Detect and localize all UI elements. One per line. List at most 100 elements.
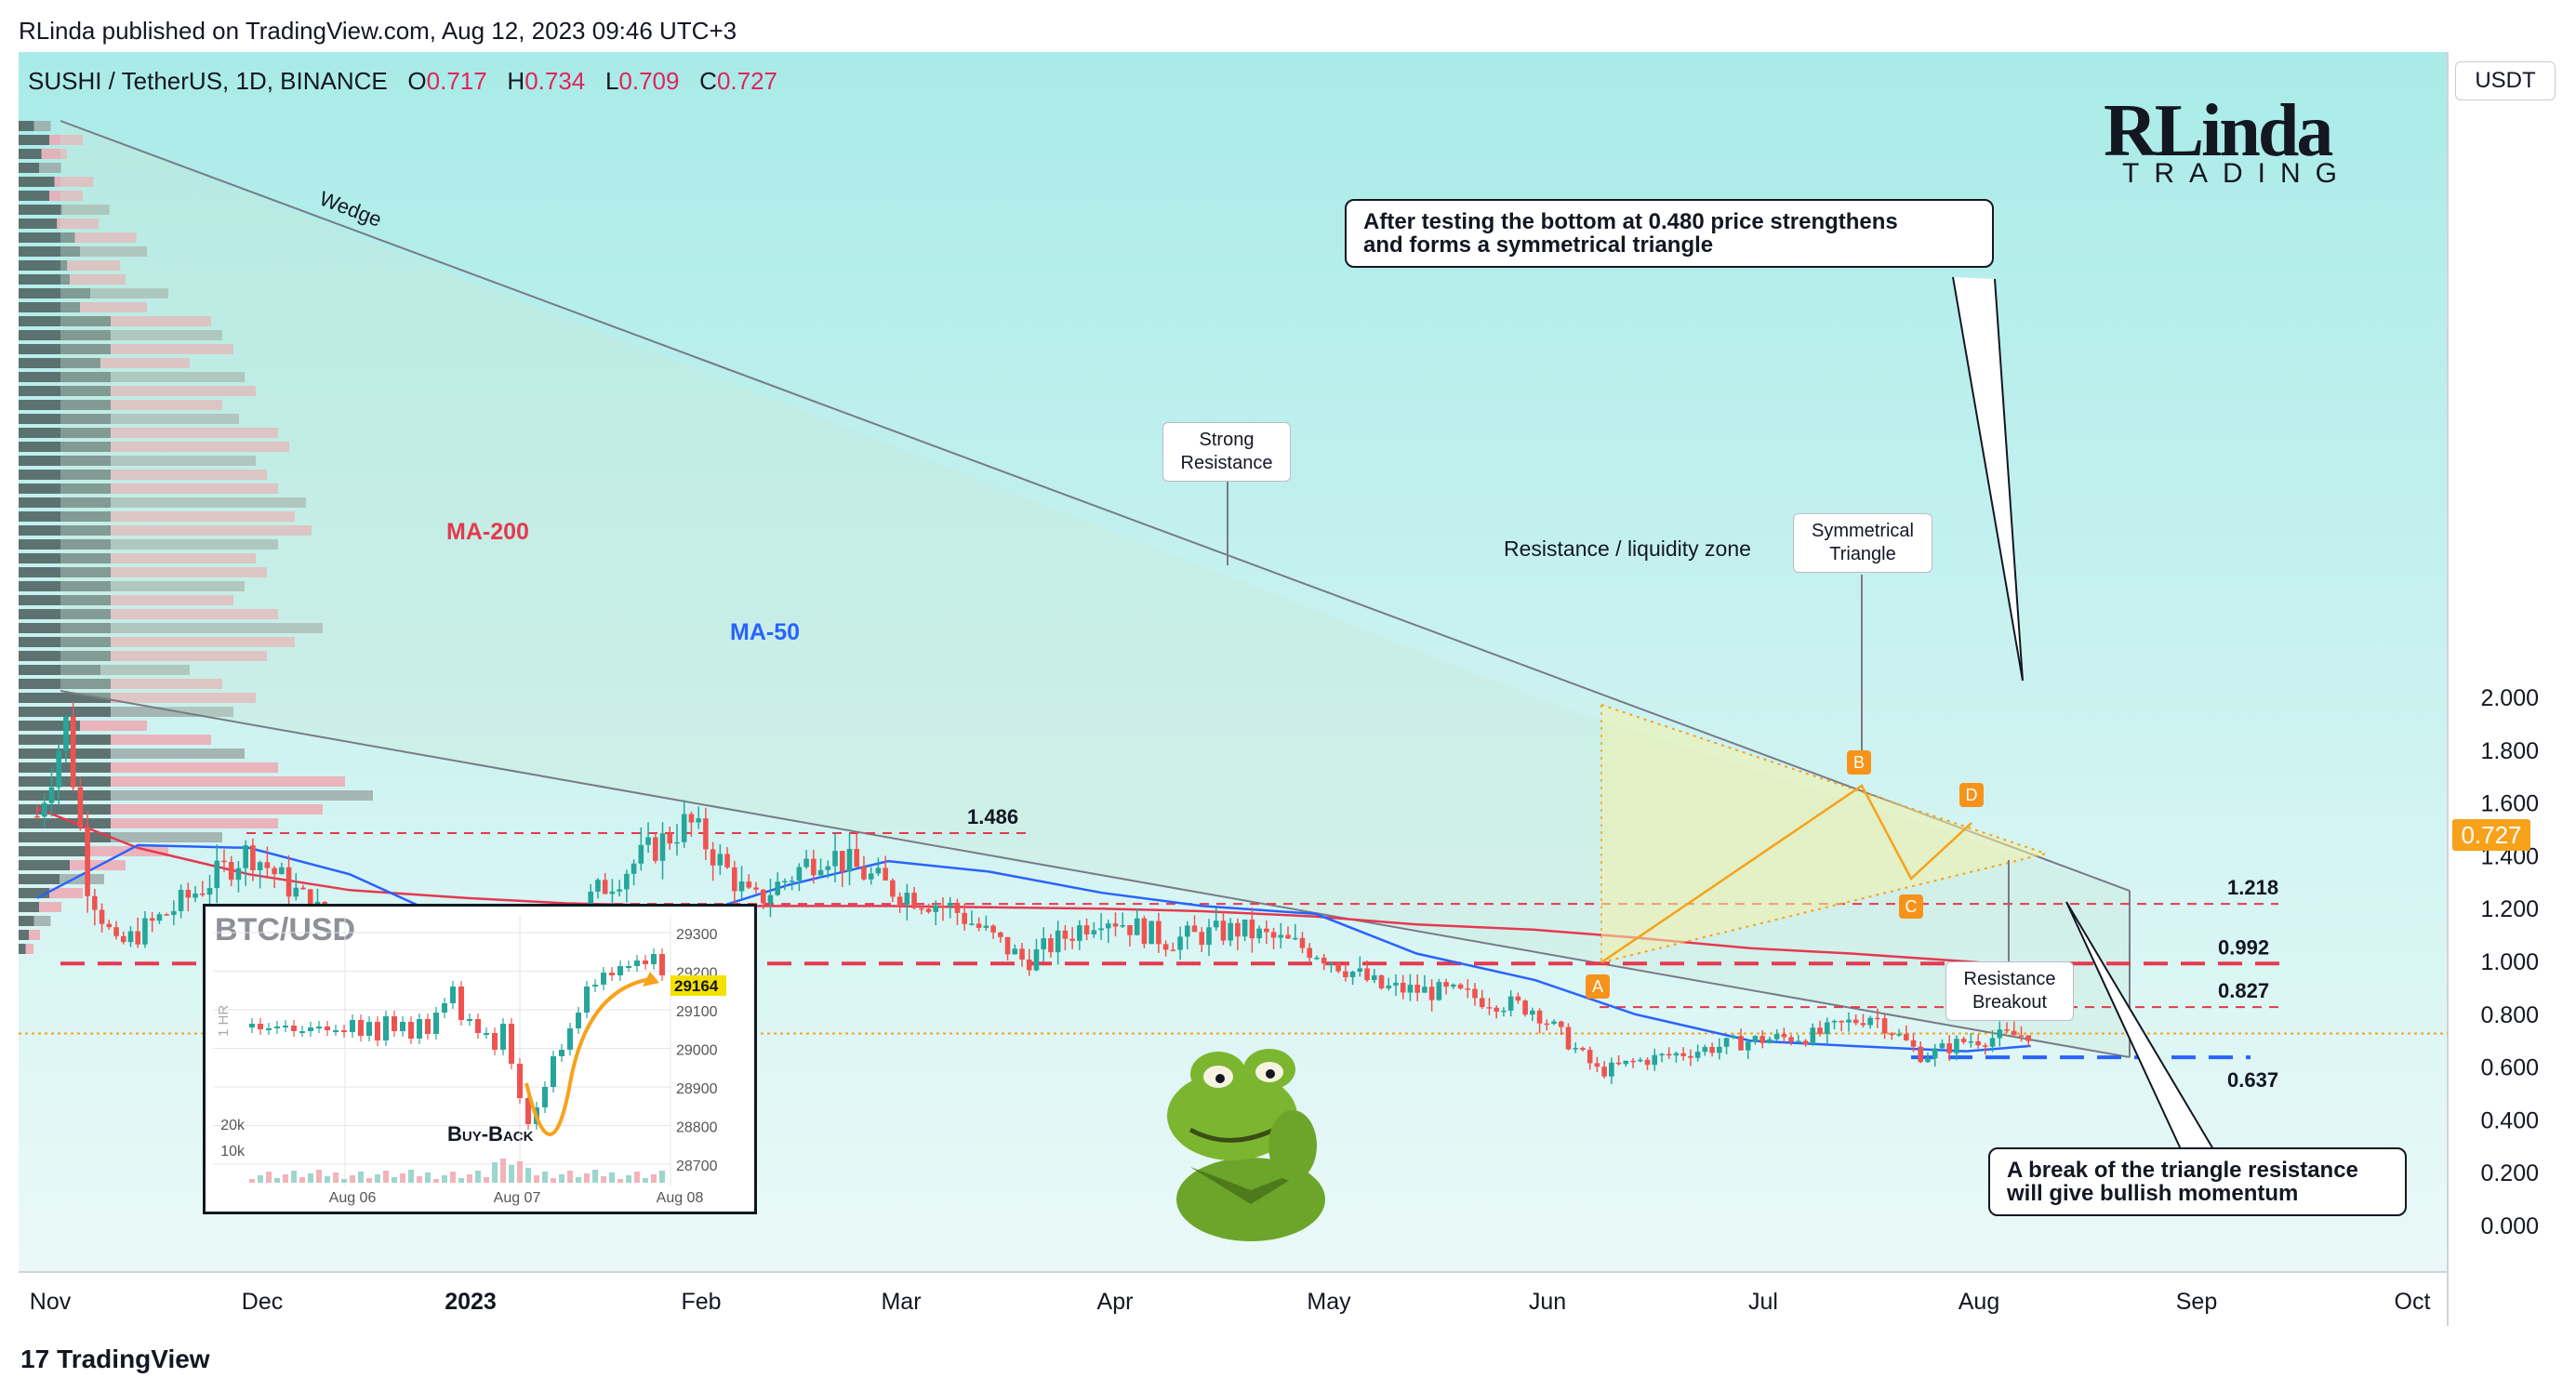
candle-body bbox=[911, 893, 917, 908]
volume-profile-bar bbox=[19, 651, 111, 661]
btc-candle-body bbox=[249, 1024, 255, 1027]
candle-body bbox=[1062, 930, 1069, 939]
volume-profile-bar bbox=[19, 191, 49, 201]
btc-y-tick: 28900 bbox=[676, 1081, 718, 1097]
volume-profile-bar bbox=[33, 121, 51, 131]
btc-buyback-arrow bbox=[524, 977, 651, 1136]
candle-body bbox=[1975, 1040, 1981, 1046]
btc-inset-title: BTC/USD bbox=[215, 912, 356, 947]
candle-body bbox=[171, 910, 177, 916]
candle-body bbox=[811, 858, 817, 876]
volume-profile-bar bbox=[111, 748, 245, 759]
x-tick-label: May bbox=[1307, 1289, 1351, 1315]
btc-volume-bar bbox=[266, 1172, 272, 1183]
candle-body bbox=[1479, 998, 1485, 1008]
btc-volume-bar bbox=[283, 1174, 288, 1183]
candle-body bbox=[645, 837, 651, 845]
candle-body bbox=[696, 818, 701, 823]
volume-profile-bar bbox=[111, 651, 267, 661]
volume-profile-bar bbox=[49, 135, 83, 145]
btc-volume-bar bbox=[249, 1179, 255, 1183]
volume-profile-bar bbox=[57, 219, 100, 229]
candle-body bbox=[846, 848, 853, 872]
btc-volume-bar bbox=[400, 1173, 405, 1183]
candle-body bbox=[1723, 1038, 1730, 1047]
btc-y-tick: 29100 bbox=[676, 1004, 718, 1020]
candle-body bbox=[135, 931, 141, 945]
triangle-fill bbox=[1601, 705, 2046, 962]
volume-profile-bar bbox=[111, 442, 289, 452]
btc-volume-bar bbox=[567, 1171, 573, 1183]
volume-profile-bar bbox=[19, 358, 100, 368]
moving-averages: MA-200 MA-50 bbox=[36, 519, 2067, 1053]
buyback-label: Buy-Back bbox=[447, 1122, 534, 1146]
btc-candle-body bbox=[425, 1019, 431, 1034]
candle-body bbox=[63, 716, 69, 751]
candle-body bbox=[969, 923, 975, 925]
volume-profile-bar bbox=[111, 693, 256, 703]
volume-profile-bar bbox=[19, 902, 39, 912]
ma50-label: MA-50 bbox=[730, 619, 800, 645]
candle-body bbox=[1501, 1010, 1507, 1013]
volume-profile-bar bbox=[19, 442, 111, 452]
volume-profile-bar bbox=[111, 581, 245, 591]
btc-candle-body bbox=[551, 1056, 556, 1087]
candle-body bbox=[1688, 1055, 1693, 1058]
candle-body bbox=[789, 881, 795, 882]
volume-profile-bar bbox=[111, 609, 278, 619]
candle-body bbox=[56, 750, 61, 788]
tradingview-logo[interactable]: 17 TradingView bbox=[20, 1345, 210, 1374]
candle-body bbox=[1731, 1036, 1737, 1039]
candle-body bbox=[602, 880, 608, 894]
candle-body bbox=[164, 914, 169, 916]
candle-body bbox=[775, 881, 780, 895]
candle-body bbox=[1162, 944, 1169, 950]
btc-volume-bar bbox=[643, 1178, 648, 1183]
volume-profile-bar bbox=[19, 219, 58, 229]
candle-body bbox=[1831, 1020, 1838, 1023]
candle-body bbox=[1386, 985, 1392, 988]
candle-body bbox=[1019, 948, 1025, 960]
callout-bottom: A break of the triangle resistance will … bbox=[1988, 1147, 2407, 1216]
candle-body bbox=[638, 844, 644, 864]
candle-body bbox=[1436, 982, 1442, 1000]
candle-body bbox=[1824, 1022, 1830, 1034]
candle-body bbox=[221, 860, 227, 863]
candle-body bbox=[933, 905, 939, 912]
candle-body bbox=[106, 923, 113, 928]
volume-profile-bar bbox=[19, 344, 111, 354]
y-tick-label: 1.200 bbox=[2480, 896, 2539, 922]
x-tick-label: Nov bbox=[30, 1289, 72, 1315]
candle-body bbox=[1659, 1053, 1665, 1056]
volume-profile-bar bbox=[111, 372, 245, 382]
volume-profile-bar bbox=[111, 707, 233, 717]
volume-profile-bar bbox=[111, 484, 278, 494]
candle-body bbox=[1644, 1059, 1651, 1066]
volume-profile-bar bbox=[19, 386, 111, 396]
candle-body bbox=[1170, 949, 1176, 951]
candle-body bbox=[1278, 934, 1284, 938]
btc-volume-bar bbox=[458, 1178, 464, 1183]
currency-button[interactable]: USDT bbox=[2455, 61, 2556, 100]
volume-profile-bar bbox=[19, 832, 111, 842]
btc-candle-body bbox=[542, 1087, 548, 1107]
candle-body bbox=[1652, 1054, 1658, 1066]
resistance-breakout-label: Resistance Breakout bbox=[1945, 961, 2074, 1021]
candle-body bbox=[279, 867, 285, 875]
volume-profile-bar bbox=[19, 177, 55, 187]
btc-candle-body bbox=[350, 1020, 355, 1032]
candle-body bbox=[1875, 1017, 1880, 1020]
candle-body bbox=[962, 912, 967, 924]
candle-body bbox=[1012, 948, 1018, 955]
callout-bottom-tail bbox=[2065, 901, 2214, 1150]
btc-candle-body bbox=[316, 1027, 322, 1028]
volume-profile-bar bbox=[29, 930, 40, 940]
candle-body bbox=[631, 863, 637, 874]
volume-profile-bar bbox=[19, 330, 111, 340]
candle-body bbox=[199, 893, 206, 895]
volume-profile-bar bbox=[19, 693, 111, 703]
candle-body bbox=[1515, 996, 1521, 1001]
candle-body bbox=[1321, 958, 1327, 964]
candle-body bbox=[609, 891, 616, 894]
btc-candle-body bbox=[417, 1019, 422, 1039]
